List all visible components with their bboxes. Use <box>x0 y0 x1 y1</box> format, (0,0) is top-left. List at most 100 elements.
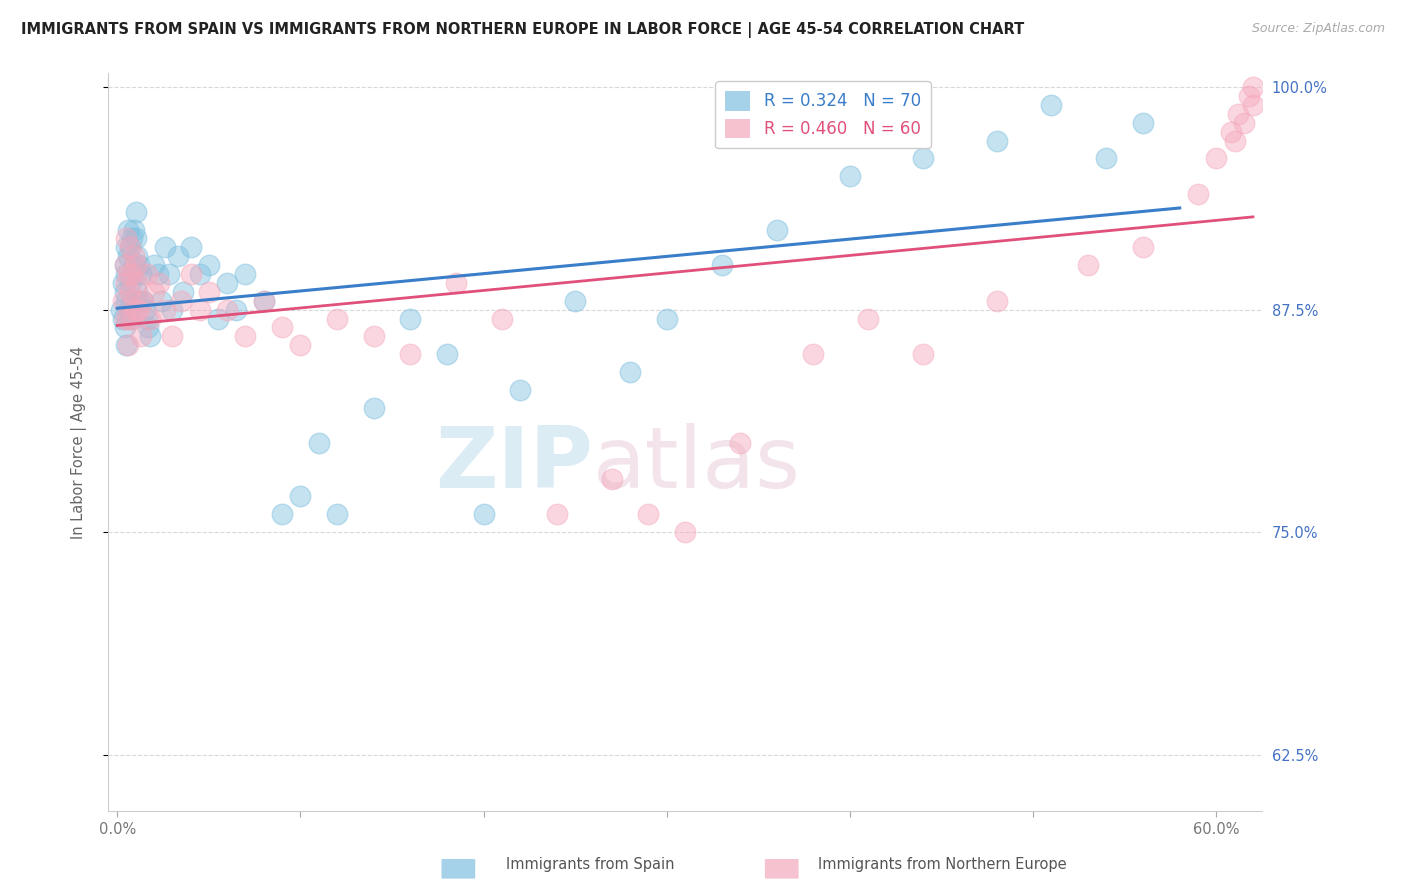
Point <box>124 258 146 272</box>
Point <box>491 311 513 326</box>
Point <box>117 267 139 281</box>
Point <box>290 490 312 504</box>
Point <box>120 285 142 299</box>
Point <box>765 222 787 236</box>
Point <box>117 338 139 352</box>
Point <box>129 329 152 343</box>
Point <box>1187 186 1209 201</box>
Point <box>801 347 824 361</box>
Point <box>564 293 586 308</box>
Point <box>124 302 146 317</box>
Point <box>114 320 136 334</box>
Legend: R = 0.324   N = 70, R = 0.460   N = 60: R = 0.324 N = 70, R = 0.460 N = 60 <box>716 81 931 148</box>
Text: ZIP: ZIP <box>434 423 593 506</box>
Point <box>637 508 659 522</box>
Point <box>170 293 193 308</box>
Point <box>1077 258 1099 272</box>
Point <box>986 293 1008 308</box>
Point <box>117 249 139 263</box>
Point <box>235 267 257 281</box>
Point <box>1132 116 1154 130</box>
Point <box>160 329 183 343</box>
Point <box>124 231 146 245</box>
Point <box>912 152 935 166</box>
Point <box>253 293 276 308</box>
Point <box>110 302 132 317</box>
Point <box>115 338 138 352</box>
Point <box>121 267 143 281</box>
Point <box>121 293 143 308</box>
Point <box>129 267 152 281</box>
Point <box>172 285 194 299</box>
Point <box>1095 152 1118 166</box>
Point <box>142 285 165 299</box>
Point <box>986 134 1008 148</box>
Point <box>912 347 935 361</box>
Point <box>134 302 156 317</box>
Point <box>139 311 162 326</box>
Point <box>710 258 733 272</box>
Point <box>1220 125 1243 139</box>
Point <box>253 293 276 308</box>
Point <box>436 347 458 361</box>
Point <box>121 311 143 326</box>
Text: Source: ZipAtlas.com: Source: ZipAtlas.com <box>1251 22 1385 36</box>
Point <box>472 508 495 522</box>
Point <box>1223 134 1246 148</box>
Point <box>1132 240 1154 254</box>
Point <box>271 320 294 334</box>
Point <box>114 285 136 299</box>
Text: atlas: atlas <box>593 423 801 506</box>
Point <box>114 311 136 326</box>
Point <box>150 293 173 308</box>
Y-axis label: In Labor Force | Age 45-54: In Labor Force | Age 45-54 <box>72 346 87 539</box>
Point <box>217 276 239 290</box>
Text: Immigrants from Northern Europe: Immigrants from Northern Europe <box>818 857 1066 872</box>
Point <box>124 267 146 281</box>
Point <box>1233 116 1256 130</box>
Point <box>135 267 157 281</box>
Point <box>619 365 641 379</box>
Point <box>128 293 150 308</box>
Point <box>444 276 467 290</box>
Point <box>179 267 201 281</box>
Point <box>546 508 568 522</box>
Point <box>160 302 183 317</box>
Point <box>399 311 422 326</box>
Point <box>115 240 138 254</box>
Point <box>839 169 862 184</box>
Point <box>153 240 176 254</box>
Point <box>198 285 221 299</box>
Point <box>127 285 149 299</box>
Point <box>188 267 211 281</box>
Point <box>728 436 751 450</box>
Point <box>122 258 145 272</box>
Point <box>673 524 696 539</box>
Point <box>120 240 142 254</box>
Point <box>127 249 149 263</box>
Point <box>138 320 160 334</box>
Point <box>509 383 531 397</box>
Point <box>115 231 138 245</box>
Point <box>166 249 188 263</box>
Point <box>117 222 139 236</box>
Point <box>399 347 422 361</box>
Point <box>600 472 623 486</box>
Point <box>290 338 312 352</box>
Point <box>111 311 134 326</box>
Point <box>120 276 142 290</box>
Point <box>207 311 229 326</box>
Text: IMMIGRANTS FROM SPAIN VS IMMIGRANTS FROM NORTHERN EUROPE IN LABOR FORCE | AGE 45: IMMIGRANTS FROM SPAIN VS IMMIGRANTS FROM… <box>21 22 1025 38</box>
Point <box>139 329 162 343</box>
Point <box>121 231 143 245</box>
Point <box>124 204 146 219</box>
Text: Immigrants from Spain: Immigrants from Spain <box>506 857 675 872</box>
Point <box>363 329 385 343</box>
Point <box>146 267 169 281</box>
Point <box>115 293 138 308</box>
Point <box>235 329 257 343</box>
Point <box>271 508 294 522</box>
Point <box>142 258 165 272</box>
Point <box>122 293 145 308</box>
Point <box>179 240 201 254</box>
